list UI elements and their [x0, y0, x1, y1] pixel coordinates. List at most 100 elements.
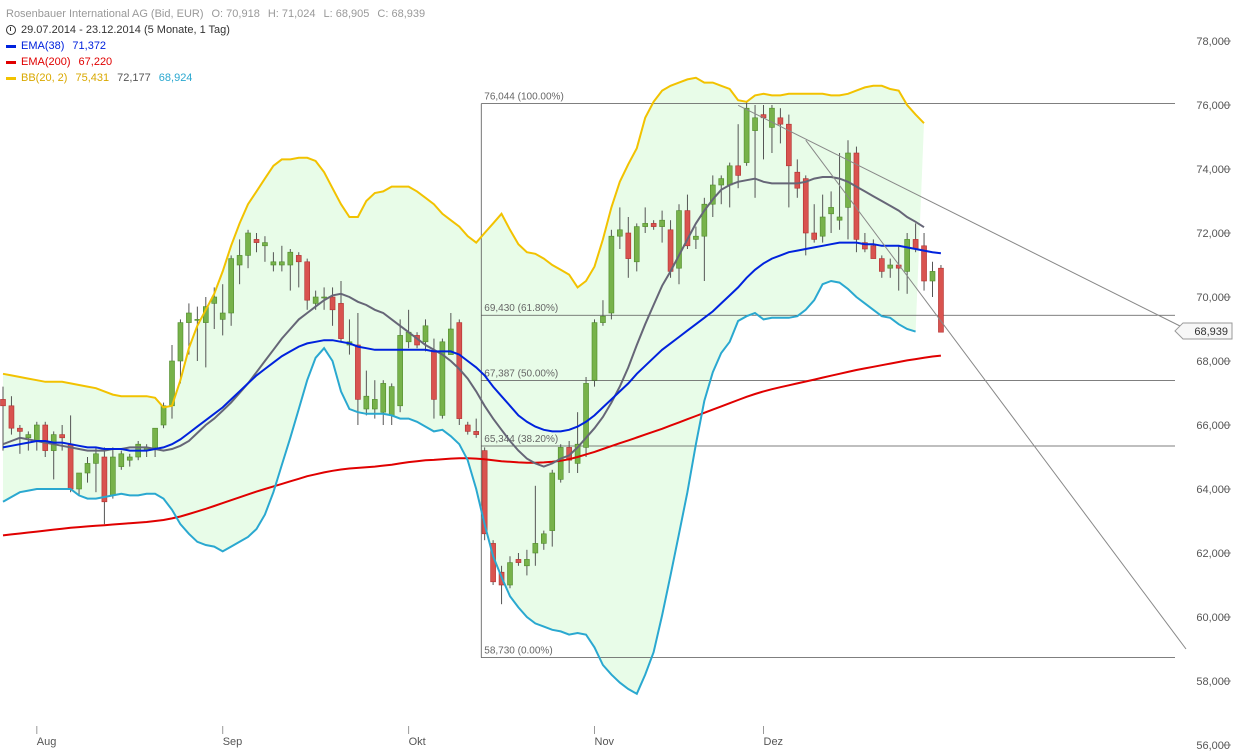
- candle-body: [270, 261, 277, 266]
- candle-body: [177, 322, 184, 362]
- candle-body: [777, 117, 784, 125]
- low-value: L: 68,905: [323, 8, 370, 20]
- y-tick-label: 64,000: [1196, 484, 1230, 496]
- candle-body: [878, 258, 885, 272]
- candle-body: [507, 562, 513, 586]
- candle-body: [515, 559, 522, 563]
- ema200-value: 67,220: [78, 56, 113, 68]
- candle-body: [701, 203, 708, 237]
- y-tick-label: 66,000: [1196, 420, 1230, 432]
- candle-body: [388, 386, 395, 416]
- candle-body: [17, 427, 23, 432]
- bb-label: BB(20, 2): [21, 72, 68, 84]
- candle-body: [110, 456, 116, 496]
- candle-body: [659, 219, 665, 227]
- x-tick-label: Sep: [223, 736, 243, 748]
- candle-body: [473, 431, 480, 435]
- legend-instrument-row: Rosenbauer International AG (Bid, EUR) O…: [6, 6, 425, 22]
- candle-body: [684, 210, 691, 247]
- candle-body: [245, 232, 251, 256]
- candle-body: [633, 226, 640, 263]
- axes: 56,000 58,000 60,000 62,000 64,000 66,000 68,0…: [36, 36, 1233, 752]
- y-tick-label: 72,000: [1196, 228, 1230, 240]
- candle-body: [718, 178, 725, 186]
- candle-body: [295, 255, 302, 263]
- chart-legend: Rosenbauer International AG (Bid, EUR) O…: [6, 6, 425, 86]
- candle-body: [253, 239, 260, 243]
- candle-body: [735, 165, 741, 176]
- candle-body: [42, 424, 49, 451]
- y-tick-label: 62,000: [1196, 548, 1230, 560]
- candle-body: [279, 261, 285, 266]
- y-tick-label: 76,000: [1196, 100, 1230, 112]
- legend-ema38-row[interactable]: EMA(38) 71,372: [6, 38, 425, 54]
- last-price-marker: [1174, 322, 1233, 340]
- candle-body: [853, 152, 860, 240]
- candle-body: [921, 245, 927, 282]
- candle-body: [126, 456, 133, 461]
- candle-body: [693, 235, 699, 240]
- fib-label: 65,344 (38.20%): [484, 434, 558, 445]
- candle-body: [219, 312, 226, 320]
- candle-body: [608, 235, 615, 314]
- candle-body: [532, 543, 539, 554]
- legend-ema200-row[interactable]: EMA(200) 67,220: [6, 54, 425, 70]
- candle-body: [101, 456, 108, 503]
- candle-body: [786, 123, 792, 167]
- ema200-swatch: [6, 60, 16, 64]
- candle-body: [160, 405, 167, 426]
- y-tick-label: 74,000: [1196, 164, 1230, 176]
- candle-body: [431, 351, 437, 400]
- candle-body: [625, 232, 632, 259]
- y-tick-label: 58,000: [1196, 676, 1230, 688]
- candle-body: [186, 312, 192, 323]
- candle-body: [836, 216, 843, 221]
- candle-body: [802, 178, 809, 234]
- fib-label: 67,387 (50.00%): [484, 369, 558, 380]
- candle-body: [59, 434, 65, 439]
- open-value: O: 70,918: [211, 8, 260, 20]
- candle-body: [938, 267, 944, 333]
- ema200-label: EMA(200): [21, 56, 71, 68]
- candle-body: [8, 405, 15, 429]
- candle-body: [557, 447, 564, 480]
- candle-body: [464, 424, 471, 432]
- candle-body: [67, 443, 74, 490]
- candle-body: [726, 165, 733, 186]
- candle-body: [887, 264, 894, 269]
- bollinger-band-area: [3, 77, 924, 694]
- candle-body: [355, 344, 361, 400]
- legend-bb-row[interactable]: BB(20, 2) 75,431 72,177 68,924: [6, 70, 425, 86]
- candle-body: [338, 303, 344, 339]
- candle-body: [617, 229, 623, 237]
- candle-body: [422, 325, 429, 343]
- ema38-value: 71,372: [72, 40, 107, 52]
- candle-body: [397, 335, 403, 407]
- fibonacci-levels: 76,044 (100.00%) 69,430 (61.80%) 67,387 (5…: [480, 92, 1175, 659]
- candle-body: [481, 450, 488, 535]
- bb-upper-line: [2, 76, 925, 409]
- y-tick-label: 78,000: [1196, 36, 1230, 48]
- candle-body: [0, 399, 6, 407]
- candle-body: [540, 533, 547, 544]
- candle-body: [583, 383, 589, 448]
- x-tick-label: Nov: [595, 736, 615, 748]
- candle-body: [321, 296, 327, 299]
- trendline[interactable]: [737, 104, 1187, 330]
- bb-upper-value: 75,431: [75, 72, 110, 84]
- clock-icon: [6, 25, 16, 35]
- bb-lower-value: 68,924: [158, 72, 193, 84]
- candle-body: [228, 258, 234, 314]
- candle-body: [574, 443, 581, 464]
- candle-body: [904, 239, 910, 272]
- trendline[interactable]: [805, 139, 1187, 650]
- bb-lower-line: [2, 279, 916, 696]
- candle-body: [828, 207, 834, 215]
- candle-body: [152, 427, 158, 448]
- candle-body: [819, 216, 826, 237]
- candle-body: [380, 383, 387, 413]
- instrument-name: Rosenbauer International AG (Bid, EUR): [6, 8, 204, 20]
- candle-body: [363, 395, 370, 410]
- candle-body: [118, 453, 125, 467]
